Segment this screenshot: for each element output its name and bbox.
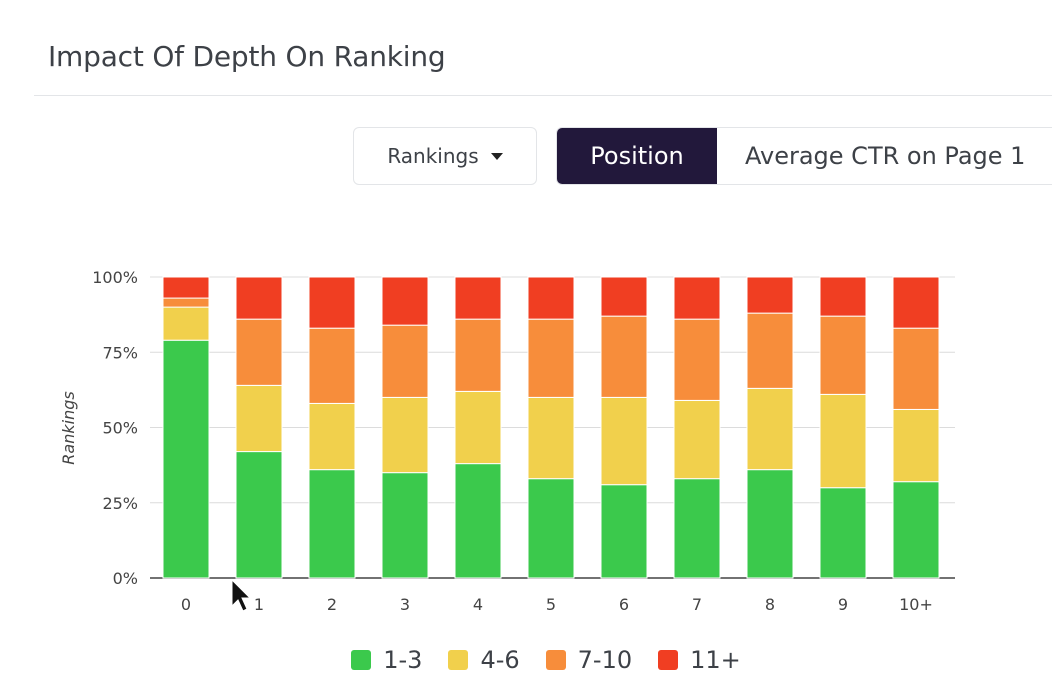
legend-swatch <box>351 650 372 670</box>
bar-segment <box>162 339 210 579</box>
bar-segment <box>235 451 283 579</box>
caret-down-icon <box>490 152 503 160</box>
bar-segment <box>600 484 648 579</box>
bar-segment <box>673 318 721 401</box>
bar-segment <box>892 327 940 410</box>
bar-segment <box>892 276 940 329</box>
bar-segment <box>235 318 283 386</box>
bar-segment <box>673 276 721 320</box>
bar-segment <box>673 399 721 480</box>
legend-label: 7-10 <box>577 646 633 674</box>
x-tick-label: 5 <box>546 595 556 614</box>
position-toggle-button[interactable]: Position <box>557 128 717 184</box>
header-divider <box>34 95 1052 96</box>
bar-segment <box>819 393 867 489</box>
chart-title: Impact Of Depth On Ranking <box>48 40 446 73</box>
bar-segment <box>162 306 210 341</box>
legend-label: 11+ <box>690 646 741 674</box>
bar-segment <box>600 396 648 486</box>
bar-segment <box>235 276 283 320</box>
bar-segment <box>454 276 502 320</box>
y-tick-label: 50% <box>102 419 138 438</box>
x-tick-label: 3 <box>400 595 410 614</box>
mouse-pointer-icon <box>231 578 252 612</box>
legend-label: 1-3 <box>383 646 423 674</box>
x-tick-label: 1 <box>254 595 264 614</box>
x-tick-label: 9 <box>838 595 848 614</box>
bar-segment <box>308 402 356 471</box>
bar-segment <box>162 297 210 308</box>
bar-segment <box>454 390 502 465</box>
stacked-bar-chart: 0% 25% 50% 75% 100% Rankings 0 1 2 3 4 5 6 7 8 9 10+ <box>59 268 955 614</box>
bar-segment <box>819 315 867 395</box>
legend-swatch <box>658 650 679 670</box>
bar-segment <box>600 315 648 398</box>
x-tick-label: 10+ <box>899 595 933 614</box>
dropdown-label: Rankings <box>387 144 479 168</box>
bar-segment <box>381 324 429 398</box>
y-axis-label: Rankings <box>59 391 78 464</box>
y-tick-label: 100% <box>92 268 138 287</box>
bar-segment <box>527 396 575 480</box>
y-tick-label: 75% <box>102 343 138 362</box>
legend-item[interactable]: 7-10 <box>545 646 633 674</box>
bar-segment <box>527 276 575 320</box>
bar-segment <box>892 481 940 579</box>
legend-item[interactable]: 4-6 <box>448 646 520 674</box>
metric-toggle: Position Average CTR on Page 1 <box>556 127 1052 185</box>
legend-item[interactable]: 1-3 <box>351 646 422 674</box>
bar-segment <box>746 387 794 471</box>
bar-segment <box>381 472 429 579</box>
x-tick-label: 0 <box>181 595 191 614</box>
bar-segment <box>746 276 794 314</box>
x-tick-label: 4 <box>473 595 483 614</box>
x-tick-label: 6 <box>619 595 629 614</box>
x-tick-label: 7 <box>692 595 702 614</box>
chart-legend: 1-3 4-6 7-10 11+ <box>0 646 1052 674</box>
bar-segment <box>308 276 356 329</box>
bar-segment <box>381 396 429 474</box>
bar-segment <box>746 469 794 579</box>
bar-segment <box>746 312 794 389</box>
x-tick-label: 2 <box>327 595 337 614</box>
bar-segment <box>527 478 575 579</box>
bar-segment <box>819 276 867 317</box>
y-tick-label: 25% <box>102 494 138 513</box>
y-tick-label: 0% <box>113 569 138 588</box>
legend-label: 4-6 <box>480 646 520 674</box>
average-ctr-toggle-button[interactable]: Average CTR on Page 1 <box>745 142 1026 170</box>
bar-segment <box>454 318 502 392</box>
legend-item[interactable]: 11+ <box>658 646 741 674</box>
bar-segment <box>235 384 283 453</box>
bar-segment <box>527 318 575 398</box>
x-tick-label: 8 <box>765 595 775 614</box>
rankings-dropdown[interactable]: Rankings <box>353 127 537 185</box>
bar-segment <box>308 469 356 579</box>
legend-swatch <box>545 650 566 670</box>
legend-swatch <box>448 650 469 670</box>
bar-segment <box>600 276 648 317</box>
bar-segment <box>454 463 502 579</box>
bar-segment <box>892 408 940 483</box>
bar-segment <box>819 487 867 579</box>
bar-segment <box>381 276 429 326</box>
bar-segment <box>162 276 210 299</box>
bar-segment <box>308 327 356 404</box>
bar-segment <box>673 478 721 579</box>
